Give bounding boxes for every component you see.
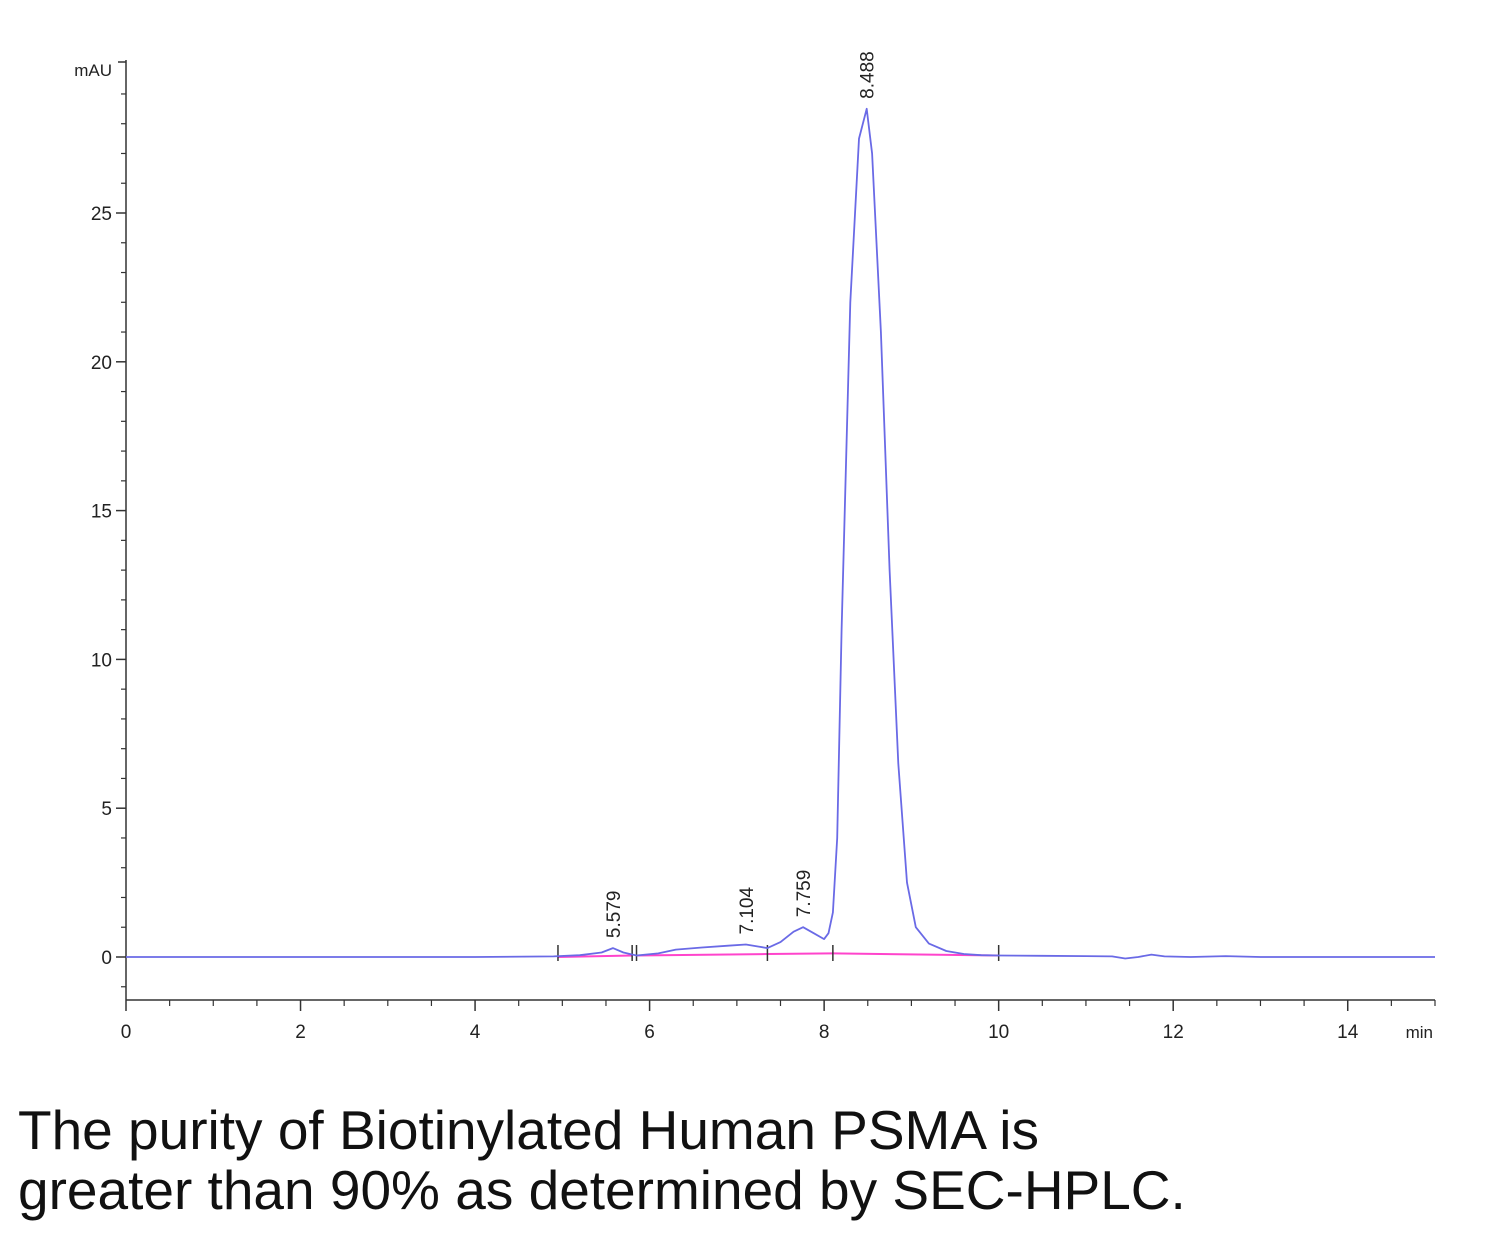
signal-line (126, 107, 1435, 960)
y-tick-label: 10 (91, 650, 112, 671)
y-tick-label: 20 (91, 353, 112, 374)
x-tick-label: 6 (644, 1022, 655, 1043)
y-tick-label: 5 (101, 799, 112, 820)
caption-line-2: greater than 90% as determined by SEC-HP… (18, 1159, 1186, 1221)
ticks: 0 5 10 15 20 25 0 2 4 6 8 10 12 14 (91, 93, 1436, 1043)
x-tick-label: 4 (470, 1022, 481, 1043)
x-axis-label: min (1406, 1023, 1433, 1042)
axes (118, 60, 1435, 1001)
y-tick-label: 15 (91, 502, 112, 523)
y-axis-label: mAU (74, 61, 112, 80)
peak-label: 7.104 (737, 887, 758, 935)
x-tick-label: 12 (1163, 1022, 1184, 1043)
peak-label: 8.488 (858, 51, 879, 99)
peak-label: 5.579 (604, 891, 625, 939)
x-tick-label: 0 (121, 1022, 132, 1043)
x-tick-label: 2 (295, 1022, 306, 1043)
chromatogram-chart: 0 5 10 15 20 25 0 2 4 6 8 10 12 14 5.579 7.104 7.759 8.4… (74, 51, 1436, 1043)
peak-labels: 5.579 7.104 7.759 8.488 (604, 51, 879, 938)
y-tick-label: 0 (101, 948, 112, 969)
x-tick-label: 10 (988, 1022, 1009, 1043)
figure-caption: The purity of Biotinylated Human PSMA is… (18, 1100, 1478, 1220)
y-tick-label: 25 (91, 204, 112, 225)
signal-series (126, 107, 1435, 960)
peak-label: 7.759 (794, 870, 815, 918)
integration-baseline (557, 954, 633, 958)
integration-baseline (636, 953, 768, 957)
x-tick-label: 14 (1337, 1022, 1359, 1043)
x-tick-label: 8 (819, 1022, 830, 1043)
integration-baseline (767, 952, 833, 956)
caption-line-1: The purity of Biotinylated Human PSMA is (18, 1099, 1040, 1161)
